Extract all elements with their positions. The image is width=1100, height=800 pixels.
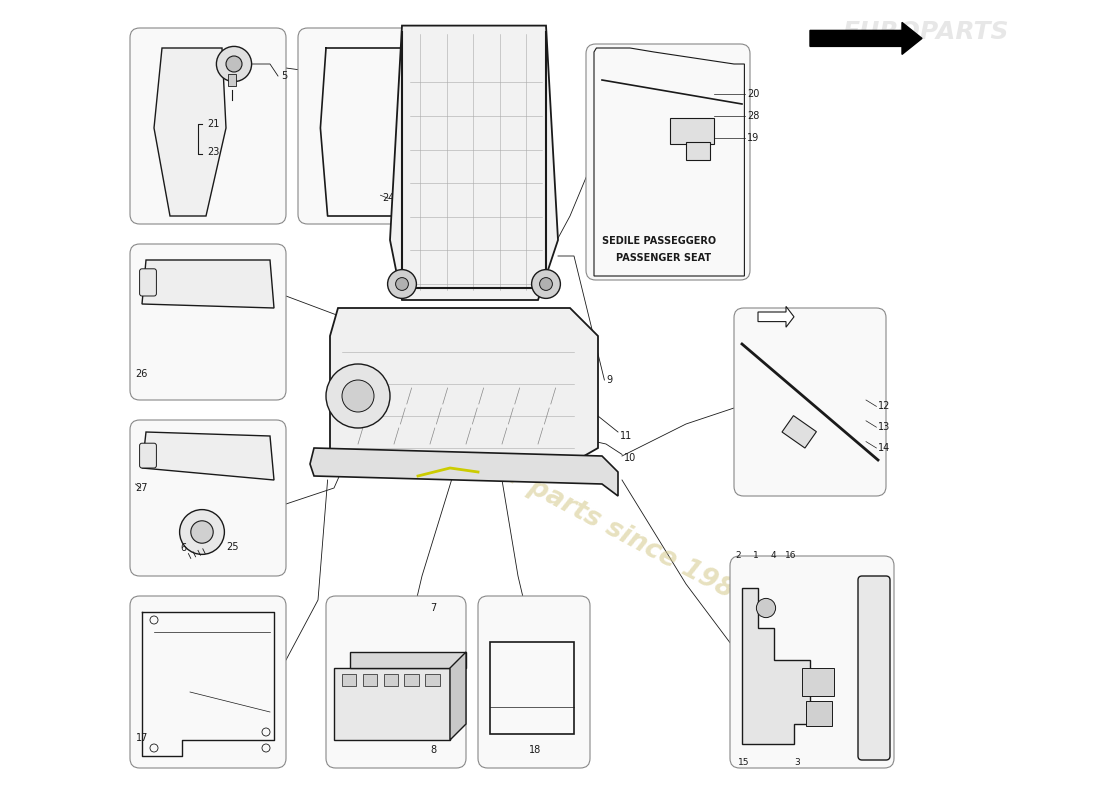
Circle shape — [757, 598, 776, 618]
Text: EUROPARTS: EUROPARTS — [843, 20, 1010, 44]
Text: 5: 5 — [282, 71, 287, 81]
Text: 25: 25 — [226, 542, 239, 552]
Text: 18: 18 — [529, 746, 541, 755]
Polygon shape — [330, 308, 598, 464]
Polygon shape — [142, 432, 274, 480]
Polygon shape — [390, 26, 558, 300]
Text: 4: 4 — [770, 551, 776, 560]
Text: 1: 1 — [752, 551, 759, 560]
Polygon shape — [450, 652, 466, 740]
Text: 3: 3 — [794, 758, 800, 767]
Text: 2: 2 — [735, 551, 740, 560]
Text: 6: 6 — [180, 543, 187, 553]
Bar — [426, 674, 440, 686]
Text: 8: 8 — [430, 746, 436, 755]
Text: 15: 15 — [738, 758, 749, 767]
FancyBboxPatch shape — [140, 269, 156, 296]
Circle shape — [326, 364, 390, 428]
Bar — [686, 142, 710, 160]
Text: 28: 28 — [747, 111, 759, 121]
Circle shape — [531, 270, 560, 298]
FancyBboxPatch shape — [326, 596, 466, 768]
Text: 24: 24 — [382, 194, 395, 203]
FancyBboxPatch shape — [130, 596, 286, 768]
Bar — [670, 118, 714, 144]
Bar — [363, 674, 377, 686]
FancyBboxPatch shape — [478, 596, 590, 768]
Polygon shape — [810, 22, 922, 54]
Circle shape — [217, 46, 252, 82]
Polygon shape — [154, 48, 226, 216]
Polygon shape — [310, 448, 618, 496]
FancyBboxPatch shape — [140, 443, 156, 468]
FancyBboxPatch shape — [858, 576, 890, 760]
Circle shape — [396, 278, 408, 290]
Bar — [490, 642, 574, 734]
Text: 13: 13 — [878, 422, 890, 432]
FancyBboxPatch shape — [130, 244, 286, 400]
Polygon shape — [758, 306, 794, 327]
Text: 19: 19 — [747, 133, 759, 142]
Text: 17: 17 — [135, 733, 149, 742]
Text: 26: 26 — [135, 370, 149, 379]
Text: 7: 7 — [430, 603, 437, 613]
Text: 14: 14 — [878, 443, 890, 453]
Circle shape — [226, 56, 242, 72]
FancyBboxPatch shape — [130, 28, 286, 224]
Text: a passion for parts since 1985: a passion for parts since 1985 — [345, 379, 755, 613]
Polygon shape — [334, 668, 450, 740]
Polygon shape — [142, 260, 274, 308]
Bar — [802, 668, 834, 696]
FancyBboxPatch shape — [586, 44, 750, 280]
Bar — [342, 674, 356, 686]
Circle shape — [540, 278, 552, 290]
Bar — [405, 674, 419, 686]
Circle shape — [387, 270, 417, 298]
Text: 27: 27 — [135, 483, 149, 493]
Text: 12: 12 — [878, 402, 890, 411]
Bar — [229, 74, 236, 86]
Text: 10: 10 — [624, 453, 636, 462]
FancyBboxPatch shape — [298, 28, 438, 224]
FancyBboxPatch shape — [130, 420, 286, 576]
Text: 16: 16 — [785, 551, 796, 560]
Bar — [384, 674, 398, 686]
Polygon shape — [350, 652, 466, 668]
Text: 11: 11 — [619, 431, 631, 441]
Text: 21: 21 — [208, 119, 220, 129]
Circle shape — [342, 380, 374, 412]
Circle shape — [190, 521, 213, 543]
FancyBboxPatch shape — [730, 556, 894, 768]
Bar — [782, 416, 816, 448]
Circle shape — [179, 510, 224, 554]
FancyBboxPatch shape — [734, 308, 886, 496]
Text: PASSENGER SEAT: PASSENGER SEAT — [616, 253, 711, 262]
Text: 23: 23 — [208, 147, 220, 157]
Polygon shape — [742, 588, 810, 744]
Bar — [806, 701, 832, 726]
Text: 9: 9 — [606, 375, 612, 385]
Text: SEDILE PASSEGGERO: SEDILE PASSEGGERO — [602, 236, 716, 246]
Text: 20: 20 — [747, 90, 759, 99]
